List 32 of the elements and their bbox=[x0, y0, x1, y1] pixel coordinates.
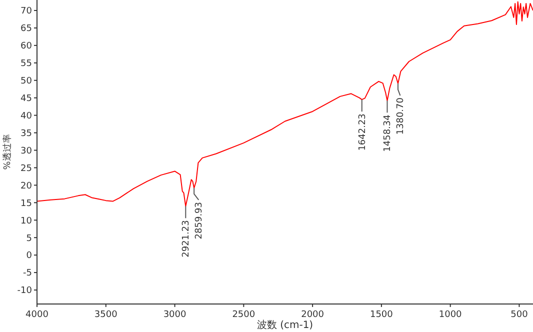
x-axis-title: 波数 (cm-1) bbox=[256, 319, 314, 331]
annotation: 1380.70 bbox=[396, 97, 406, 135]
y-tick-label: 55 bbox=[20, 59, 32, 70]
x-tick-label: 3500 bbox=[94, 310, 118, 320]
x-tick-label: 4000 bbox=[26, 310, 49, 320]
y-tick-label: 70 bbox=[20, 6, 32, 17]
y-axis-title: %透过率 bbox=[2, 134, 13, 170]
y-tick-label: 5 bbox=[26, 234, 32, 244]
y-tick-label: -5 bbox=[23, 268, 32, 279]
y-tick-label: 0 bbox=[26, 251, 32, 262]
x-tick-label: 3000 bbox=[163, 310, 187, 320]
y-tick-label: 65 bbox=[20, 24, 32, 34]
y-tick-label: 20 bbox=[20, 181, 32, 192]
x-tick-label: 500 bbox=[510, 310, 528, 320]
annotation: 1642.23 bbox=[358, 114, 368, 151]
y-tick-label: 30 bbox=[20, 146, 32, 156]
x-tick-label: 2000 bbox=[301, 310, 324, 320]
y-tick-label: 50 bbox=[20, 76, 32, 87]
annotation: 1458.34 bbox=[383, 114, 394, 152]
y-tick-label: 25 bbox=[20, 164, 32, 174]
y-tick-label: 40 bbox=[20, 111, 32, 122]
x-tick-label: 1500 bbox=[370, 310, 394, 320]
y-tick-label: 45 bbox=[20, 94, 32, 104]
annotation: 2859.93 bbox=[194, 202, 205, 240]
y-tick-label: 60 bbox=[20, 42, 32, 52]
y-tick-label: 10 bbox=[20, 216, 32, 226]
y-tick-label: 15 bbox=[20, 198, 32, 209]
annotation: 2921.23 bbox=[182, 220, 192, 258]
x-tick-label: 1000 bbox=[438, 310, 462, 320]
y-tick-label: 35 bbox=[20, 128, 32, 139]
x-tick-label: 2500 bbox=[232, 310, 256, 320]
y-tick-label: -10 bbox=[17, 286, 32, 296]
